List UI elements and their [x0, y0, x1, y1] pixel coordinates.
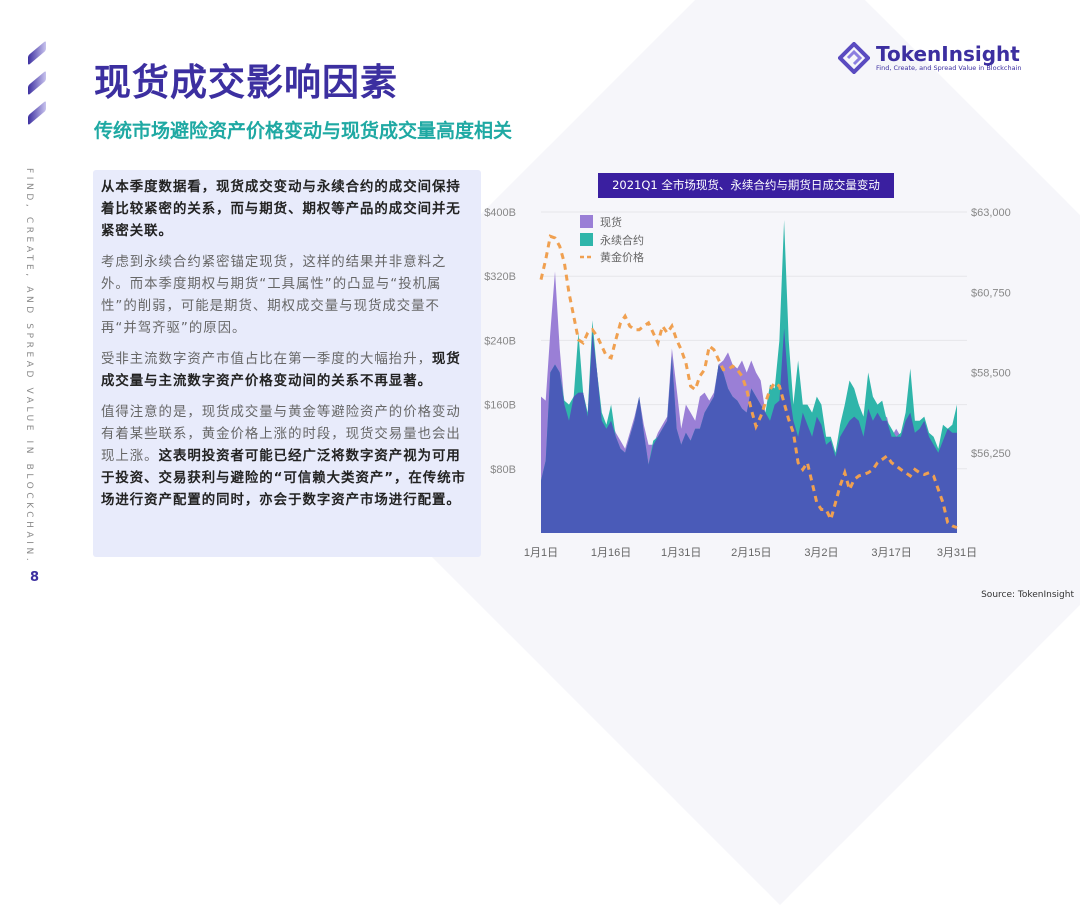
x-tick-label: 3月31日	[937, 547, 977, 559]
chevron-decoration-icon	[28, 40, 46, 66]
legend-label: 黄金价格	[600, 250, 644, 264]
page-title: 现货成交影响因素	[94, 61, 398, 104]
paragraph-2: 考虑到永续合约紧密锚定现货，这样的结果并非意料之外。而本季度期权与期货“工具属性…	[101, 255, 447, 336]
paragraph-4-bold: 这表明投资者可能已经广泛将数字资产视为可用于投资、交易获利与避险的“可信赖大类资…	[101, 449, 466, 508]
paragraph-1: 从本季度数据看，现货成交变动与永续合约的成交间保持着比较紧密的关系，而与期货、期…	[101, 177, 473, 243]
analysis-text-box: 从本季度数据看，现货成交变动与永续合约的成交间保持着比较紧密的关系，而与期货、期…	[93, 170, 481, 557]
source-note: Source: TokenInsight	[981, 590, 1074, 600]
paragraph-4: 值得注意的是，现货成交量与黄金等避险资产的价格变动有着某些联系，黄金价格上涨的时…	[101, 402, 473, 512]
x-tick-label: 1月16日	[591, 547, 631, 559]
paragraph-3-text: 受非主流数字资产市值占比在第一季度的大幅抬升，	[101, 352, 432, 367]
logo: TokenInsight Find, Create, and Spread Va…	[838, 42, 1022, 74]
legend-swatch	[580, 233, 593, 246]
volume-chart: $80B $160B $240B $320B $400B $56,250 $58,500 $6…	[484, 207, 1011, 559]
legend-label: 现货	[600, 215, 622, 229]
y-right-tick-label: $58,500	[971, 368, 1011, 380]
paragraph-3-bold: 现货成交量与主流数字资产价格变动间的关系不再显著。	[101, 352, 461, 389]
legend-swatch	[580, 215, 593, 228]
paragraph-4-text: 值得注意的是，现货成交量与黄金等避险资产的价格变动有着某些联系，黄金价格上涨的时…	[101, 405, 461, 464]
logo-tagline: Find, Create, and Spread Value in Blockc…	[876, 64, 1022, 72]
page-number: 8	[30, 570, 40, 585]
side-tagline: FIND, CREATE, AND SPREAD VALUE IN BLOCKC…	[24, 168, 34, 565]
y-left-tick-label: $320B	[484, 271, 516, 283]
x-tick-label: 2月15日	[731, 547, 771, 559]
chevron-decoration-icon	[28, 70, 46, 96]
logo-name: TokenInsight	[876, 42, 1020, 66]
gold-price-line	[539, 234, 958, 530]
x-tick-label: 1月31日	[661, 547, 701, 559]
y-left-tick-label: $160B	[484, 400, 516, 412]
paragraph-3: 受非主流数字资产市值占比在第一季度的大幅抬升，现货成交量与主流数字资产价格变动间…	[101, 349, 473, 393]
x-tick-label: 1月1日	[524, 547, 558, 559]
overlap-area	[541, 328, 957, 533]
chart-title: 2021Q1 全市场现货、永续合约与期货日成交量变动	[598, 173, 894, 198]
tokeninsight-logo-icon	[838, 42, 870, 74]
y-right-tick-label: $56,250	[971, 448, 1011, 460]
chevron-decoration-icon	[28, 100, 46, 126]
paragraph-1-text: 从本季度数据看，现货成交变动与永续合约的成交间保持着比较紧密的关系，而与期货、期…	[101, 180, 461, 239]
y-right-tick-label: $63,000	[971, 207, 1011, 219]
y-left-tick-label: $80B	[490, 464, 516, 476]
y-left-tick-label: $400B	[484, 207, 516, 219]
x-tick-label: 3月17日	[871, 547, 911, 559]
page-subtitle: 传统市场避险资产价格变动与现货成交量高度相关	[94, 120, 513, 142]
y-right-tick-label: $60,750	[971, 287, 1011, 299]
legend-label: 永续合约	[600, 233, 644, 247]
y-left-tick-label: $240B	[484, 335, 516, 347]
x-tick-label: 3月2日	[804, 547, 838, 559]
